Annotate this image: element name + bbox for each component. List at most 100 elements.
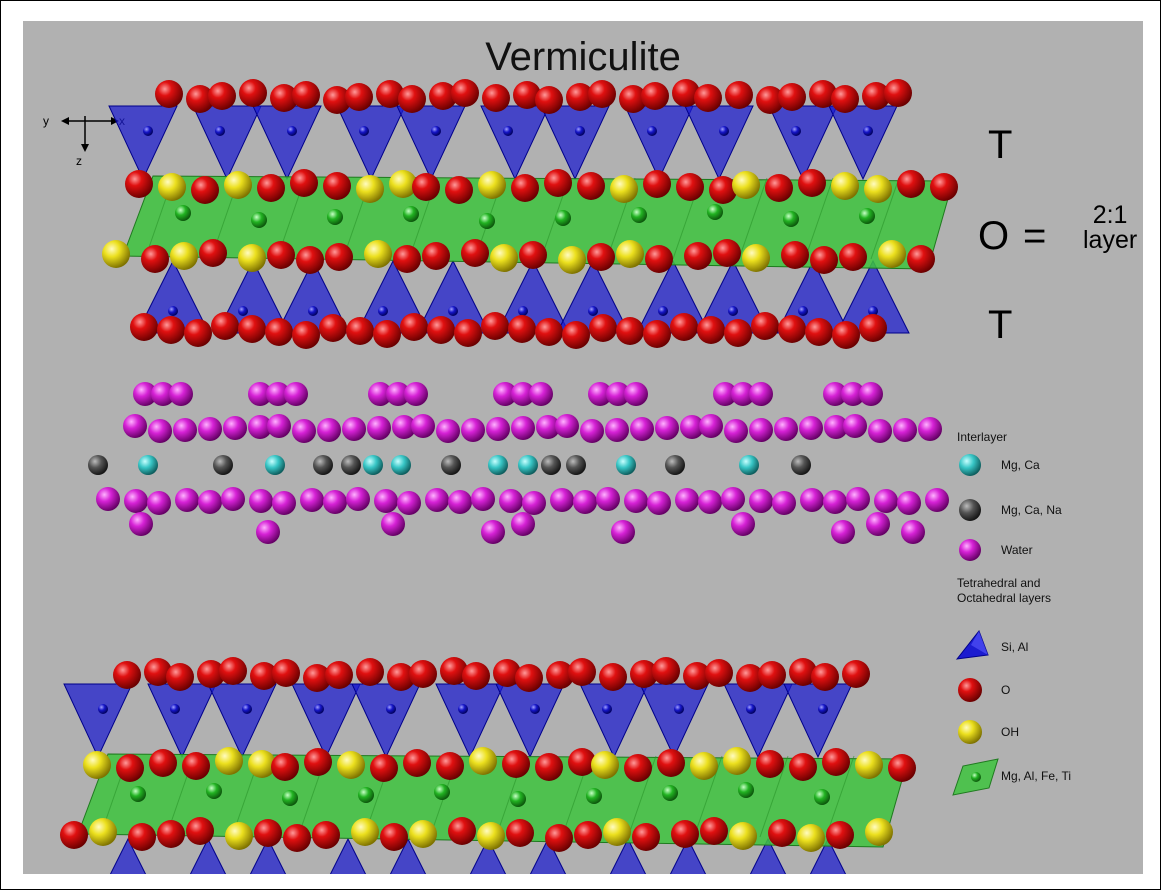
oxygen-atom: [657, 749, 685, 777]
oxygen-atom: [412, 173, 440, 201]
hydroxyl-atom: [603, 818, 631, 846]
oxygen-atom: [643, 320, 671, 348]
oxygen-atom: [373, 320, 401, 348]
green-cation: [206, 783, 222, 799]
oxygen-atom: [186, 85, 214, 113]
green-cation: [282, 790, 298, 806]
hydroxyl-atom: [478, 171, 506, 199]
water-molecule: [346, 487, 370, 511]
tetrahedron: [768, 105, 838, 181]
tetrahedron: [495, 683, 565, 759]
water-molecule: [901, 520, 925, 544]
hydroxyl-atom: [238, 244, 266, 272]
legend-label: OH: [1001, 725, 1019, 739]
tetrahedron: [723, 683, 793, 759]
oxygen-atom: [238, 315, 266, 343]
oxygen-atom: [694, 84, 722, 112]
water-molecule: [647, 491, 671, 515]
water-molecule: [404, 382, 428, 406]
oxygen-atom: [822, 748, 850, 776]
tetrahedron: [147, 683, 217, 759]
oxygen-atom: [125, 170, 153, 198]
oxygen-atom: [683, 662, 711, 690]
water-molecule: [511, 512, 535, 536]
water-molecule: [436, 419, 460, 443]
green-cation: [251, 212, 267, 228]
oxygen-atom: [756, 750, 784, 778]
water-molecule: [267, 414, 291, 438]
water-molecule: [522, 491, 546, 515]
facet-line: [759, 755, 789, 838]
water-molecule: [859, 382, 883, 406]
oxygen-atom: [884, 79, 912, 107]
si-atom: [798, 306, 808, 316]
si-atom: [215, 126, 225, 136]
oxygen-atom: [502, 750, 530, 778]
oxygen-atom: [568, 658, 596, 686]
oxygen-atom: [376, 80, 404, 108]
water-molecule: [630, 417, 654, 441]
mg-ca-cation: [616, 455, 636, 475]
mg-ca-cation: [518, 455, 538, 475]
si-atom: [719, 126, 729, 136]
water-molecule: [605, 418, 629, 442]
oxygen-atom: [859, 314, 887, 342]
mg-ca-cation: [488, 455, 508, 475]
si-atom: [791, 126, 801, 136]
water-molecule: [499, 489, 523, 513]
hydroxyl-atom: [732, 171, 760, 199]
oxygen-atom: [907, 245, 935, 273]
water-molecule: [486, 417, 510, 441]
water-molecule: [511, 382, 535, 406]
oxygen-atom: [587, 243, 615, 271]
hydroxyl-atom: [158, 173, 186, 201]
si-atom: [746, 704, 756, 714]
hydroxyl-atom: [616, 240, 644, 268]
oxygen-atom: [482, 84, 510, 112]
si-atom: [170, 704, 180, 714]
tetrahedron: [109, 837, 147, 874]
tetrahedron: [529, 837, 567, 874]
legend-gray-sphere: [959, 499, 981, 521]
oxygen-atom: [113, 661, 141, 689]
oxygen-atom: [440, 657, 468, 685]
water-molecule: [448, 490, 472, 514]
si-atom: [647, 126, 657, 136]
water-molecule: [749, 382, 773, 406]
water-molecule: [493, 382, 517, 406]
hydroxyl-atom: [337, 751, 365, 779]
axis-y-label: y: [43, 114, 49, 128]
oxygen-atom: [257, 174, 285, 202]
si-atom: [386, 704, 396, 714]
mg-ca-cation: [391, 455, 411, 475]
diagram-panel: y x z Vermiculite T O = 2:1 layer T Inte…: [23, 21, 1143, 874]
oxygen-atom: [641, 82, 669, 110]
legend-label: Mg, Al, Fe, Ti: [1001, 769, 1072, 783]
hydroxyl-atom: [351, 818, 379, 846]
mg-ca-cation: [265, 455, 285, 475]
oxygen-atom: [826, 821, 854, 849]
oxygen-atom: [319, 314, 347, 342]
oxygen-atom: [643, 170, 671, 198]
water-molecule: [843, 414, 867, 438]
oxygen-atom: [535, 753, 563, 781]
oxygen-atom: [624, 754, 652, 782]
oxygen-atom: [403, 749, 431, 777]
oxygen-atom: [346, 317, 374, 345]
oxygen-atom: [166, 663, 194, 691]
oxygen-atom: [356, 658, 384, 686]
water-molecule: [846, 487, 870, 511]
water-molecule: [148, 419, 172, 443]
hydroxyl-atom: [89, 818, 117, 846]
oxygen-atom: [157, 820, 185, 848]
oxygen-atom: [422, 242, 450, 270]
water-molecule: [300, 488, 324, 512]
mg-ca-na-cation: [566, 455, 586, 475]
water-molecule: [918, 417, 942, 441]
water-molecule: [96, 487, 120, 511]
oxygen-atom: [296, 246, 324, 274]
hydroxyl-atom: [490, 244, 518, 272]
mg-ca-na-cation: [791, 455, 811, 475]
green-cation: [510, 791, 526, 807]
oxygen-atom: [436, 752, 464, 780]
